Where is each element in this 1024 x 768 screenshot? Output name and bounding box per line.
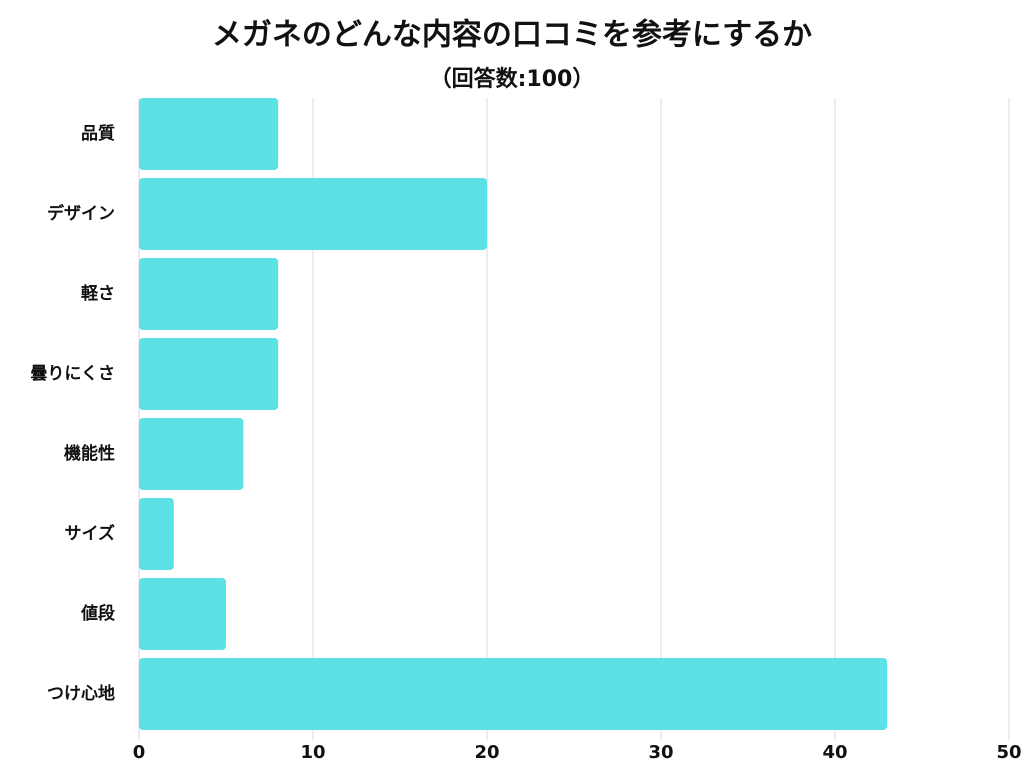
chart-title: メガネのどんな内容の口コミを参考にするか	[212, 18, 812, 53]
y-tick-label: サイズ	[65, 523, 116, 544]
bar	[139, 178, 487, 250]
y-tick-label: 曇りにくさ	[30, 364, 115, 384]
bar	[139, 578, 226, 650]
bar	[139, 98, 279, 170]
y-tick-label: 値段	[80, 603, 115, 624]
y-tick-label: 機能性	[64, 443, 115, 464]
x-tick-label: 30	[648, 742, 673, 763]
x-tick-label: 20	[474, 742, 499, 763]
bar	[139, 418, 244, 490]
chart-subtitle: （回答数:100）	[430, 66, 595, 92]
y-tick-label: デザイン	[47, 203, 115, 224]
bar	[139, 338, 279, 410]
x-tick-label: 40	[822, 742, 847, 763]
y-tick-label: 品質	[81, 123, 115, 144]
x-tick-label: 50	[996, 742, 1021, 763]
y-tick-label: 軽さ	[81, 283, 115, 304]
bar	[139, 498, 174, 570]
bar	[139, 658, 888, 730]
x-tick-label: 0	[133, 742, 146, 763]
y-tick-label: つけ心地	[47, 683, 115, 704]
x-tick-label: 10	[300, 742, 325, 763]
bar	[139, 258, 279, 330]
